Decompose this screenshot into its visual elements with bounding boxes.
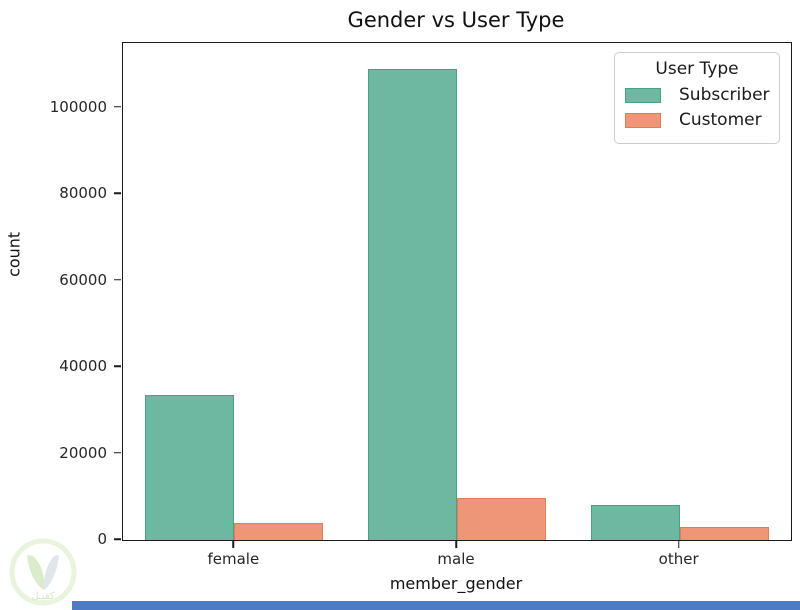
y-tick-mark — [114, 106, 121, 108]
y-tick-mark — [114, 192, 121, 194]
legend-item-label: Subscriber — [679, 85, 770, 105]
watermark-leaf-icon — [27, 555, 45, 590]
watermark-shield-icon — [43, 555, 59, 590]
x-tick-mark — [677, 541, 680, 548]
legend-items: Subscriber Customer — [623, 85, 771, 130]
bar-male-customer — [457, 498, 547, 540]
bar-female-customer — [234, 522, 324, 540]
legend-title: User Type — [655, 59, 739, 79]
x-tick-mark — [232, 541, 235, 548]
watermark-ring — [9, 538, 77, 606]
y-tick-mark — [114, 538, 121, 540]
legend: User Type Subscriber Customer — [614, 52, 780, 144]
window-edge-bar — [72, 601, 800, 610]
x-tick-mark — [455, 541, 457, 548]
chart-title: Gender vs User Type — [347, 8, 565, 32]
y-tick-label: 40000 — [59, 357, 107, 376]
bar-male-subscriber — [367, 69, 457, 540]
y-tick-label: 100000 — [49, 97, 107, 116]
plot-area: User Type Subscriber Customer — [122, 42, 792, 541]
legend-item-label: Customer — [679, 110, 762, 130]
x-tick-label: male — [437, 550, 475, 568]
y-tick-label: 60000 — [59, 270, 107, 289]
legend-swatch-icon — [625, 112, 661, 128]
y-tick-label: 20000 — [59, 443, 107, 462]
bar-other-customer — [679, 527, 769, 540]
bar-female-subscriber — [145, 395, 235, 540]
legend-swatch-icon — [625, 87, 661, 103]
bar-other-subscriber — [590, 505, 680, 540]
x-tick-label: other — [658, 550, 699, 568]
y-tick-mark — [114, 451, 121, 454]
kafeel-watermark-logo: كفيـل — [9, 538, 77, 606]
y-tick-mark — [114, 278, 121, 281]
y-tick-label: 80000 — [59, 184, 107, 203]
legend-item-subscriber: Subscriber — [625, 85, 771, 105]
x-tick-label: female — [207, 550, 260, 568]
y-tick-mark — [114, 365, 121, 367]
watermark-text: كفيـل — [31, 591, 55, 602]
y-axis-label: count — [4, 231, 24, 277]
x-axis-label: member_gender — [389, 574, 523, 593]
legend-item-customer: Customer — [625, 110, 771, 130]
y-tick-label: 0 — [97, 530, 107, 548]
